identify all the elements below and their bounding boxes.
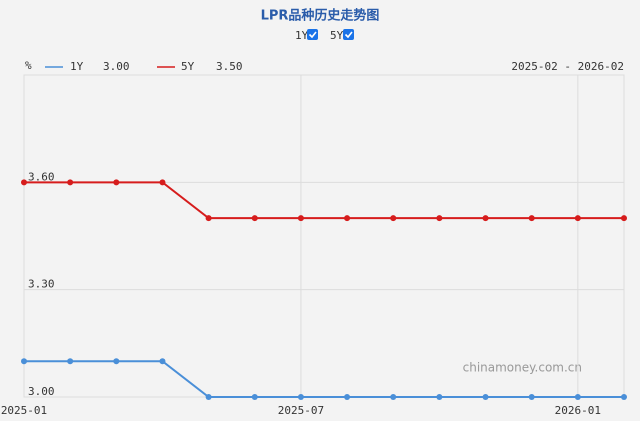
checkbox-tick[interactable] [308,31,317,39]
checkbox[interactable] [343,29,354,40]
data-point [482,394,489,400]
y-tick-label: 3.60 [28,170,55,183]
plot-frame [23,74,625,398]
range-label: 2025-02 - 2026-02 [511,60,624,73]
data-point [297,215,304,222]
y-tick-label: 3.30 [28,278,55,291]
data-point [482,215,489,222]
data-point [574,215,581,222]
data-point [205,394,212,400]
legend-value: 3.00 [103,60,130,73]
x-tick-label: 2025-07 [278,404,324,417]
checkbox[interactable] [307,29,318,40]
data-point [344,394,351,400]
data-point [390,215,397,222]
data-point [528,394,535,400]
checkbox-tick[interactable] [344,31,353,39]
series-line [24,181,624,220]
data-point [297,394,304,400]
data-point [251,394,258,400]
legend-value: 3.50 [216,60,243,73]
x-tick-label: 2025-01 [1,404,47,417]
data-point [621,394,627,400]
data-point [436,215,443,222]
data-point [344,215,351,222]
checkbox-label: 1Y [295,29,309,42]
data-point [390,394,397,400]
legend-label: 5Y [181,60,195,73]
data-point [159,179,166,186]
data-point [251,215,258,222]
data-point [113,358,120,365]
data-point [574,394,581,400]
y-tick-label: 3.00 [28,385,55,398]
data-point [21,358,27,365]
x-tick-label: 2026-01 [555,404,601,417]
data-point [67,179,74,186]
data-point [159,358,166,365]
data-point [21,179,27,186]
data-point [113,179,120,186]
chart-title: LPR品种历史走势图 [261,8,380,24]
data-point [621,215,627,222]
checkbox-label: 5Y [330,29,344,42]
legend-label: 1Y [70,60,84,73]
watermark: chinamoney.com.cn [463,361,582,375]
data-point [67,358,74,365]
data-point [436,394,443,400]
y-unit: % [25,59,32,72]
data-point [528,215,535,222]
series-line [24,360,624,398]
data-point [205,215,212,222]
